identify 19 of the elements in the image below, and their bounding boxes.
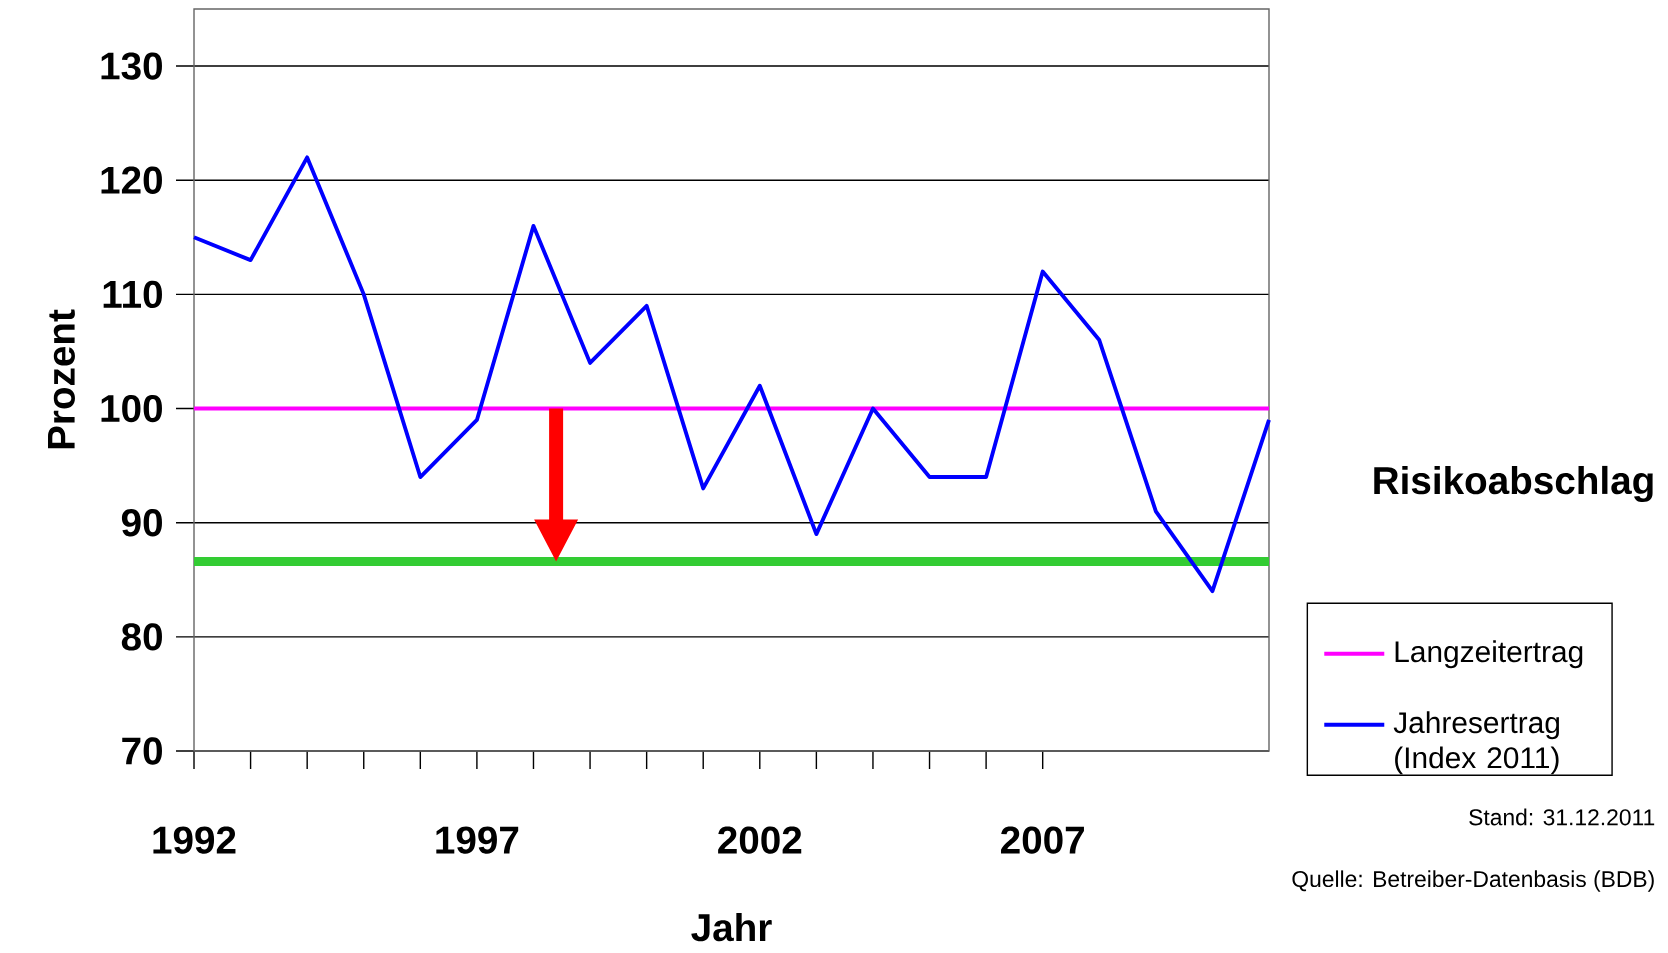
x-tick-label: 2002 bbox=[718, 826, 802, 854]
x-tick-label: 2007 bbox=[1001, 826, 1084, 854]
y-tick-label: 80 bbox=[121, 623, 162, 651]
y-axis-title: Prozent bbox=[48, 309, 75, 449]
legend-label: Jahresertrag (Index 2011) bbox=[1393, 711, 1560, 775]
y-tick-label: 130 bbox=[101, 52, 162, 80]
y-tick-label: 90 bbox=[121, 509, 162, 537]
x-tick-label: 1997 bbox=[436, 826, 519, 854]
y-tick-label: 70 bbox=[122, 737, 162, 765]
legend-label: Langzeitertrag bbox=[1395, 640, 1583, 669]
y-tick-label: 120 bbox=[101, 166, 162, 194]
line-series bbox=[192, 155, 1271, 594]
x-tick-label: 1992 bbox=[153, 826, 236, 854]
y-tick-label: 110 bbox=[103, 280, 162, 309]
text: Risikoabschlag bbox=[1374, 465, 1653, 503]
x-axis-title: Jahr bbox=[691, 912, 772, 942]
text: Stand: 31.12.2011 bbox=[1469, 808, 1655, 826]
y-tick-label: 100 bbox=[101, 394, 162, 423]
source-note: Quelle: Betreiber-Datenbasis (BDB) bbox=[1292, 870, 1654, 892]
